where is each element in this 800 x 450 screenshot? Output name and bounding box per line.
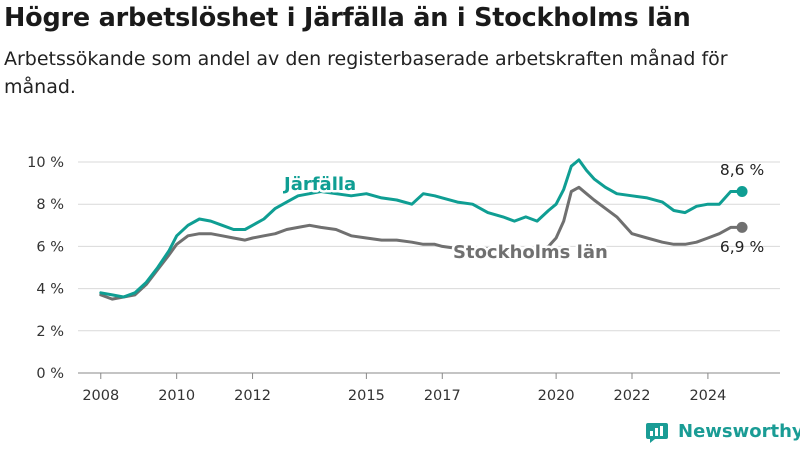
series-end-point-stockholm [736, 221, 748, 233]
series-lines [99, 158, 748, 301]
series-labels: Järfälla Stockholms län 8,6 % 6,9 % [280, 161, 765, 266]
x-tick-label: 2024 [689, 388, 726, 404]
y-tick-label: 0 % [36, 366, 64, 382]
y-tick-label: 10 % [27, 155, 64, 171]
y-tick-label: 6 % [36, 239, 64, 255]
newsworthy-logo-icon [646, 423, 668, 443]
series-line-jarfalla [99, 158, 744, 299]
chart-title: Högre arbetslöshet i Järfälla än i Stock… [4, 3, 691, 33]
x-tick-label: 2010 [158, 388, 195, 404]
series-label-stockholm: Stockholms län [453, 242, 608, 263]
y-tick-label: 2 % [36, 324, 64, 340]
chart-subtitle: Arbetssökande som andel av den registerb… [4, 48, 728, 98]
y-axis-ticks: 0 % 2 % 4 % 6 % 8 % 10 % [27, 155, 64, 382]
y-tick-label: 8 % [36, 197, 64, 213]
series-end-label-jarfalla: 8,6 % [720, 161, 764, 179]
series-end-label-stockholm: 6,9 % [720, 238, 764, 256]
x-tick-label: 2022 [614, 388, 651, 404]
newsworthy-logo: Newsworthy [645, 420, 800, 446]
x-axis-ticks: 2008 2010 2012 2015 2017 2020 2022 2024 [82, 373, 726, 404]
series-line-stockholm [99, 185, 744, 301]
x-tick-label: 2008 [82, 388, 119, 404]
x-tick-label: 2015 [348, 388, 385, 404]
series-label-jarfalla: Järfälla [282, 174, 356, 195]
x-tick-label: 2012 [234, 388, 271, 404]
x-tick-label: 2017 [424, 388, 461, 404]
y-tick-label: 4 % [36, 282, 64, 298]
x-tick-label: 2020 [538, 388, 575, 404]
series-end-point-jarfalla [736, 186, 748, 198]
brand-name: Newsworthy [678, 421, 800, 442]
